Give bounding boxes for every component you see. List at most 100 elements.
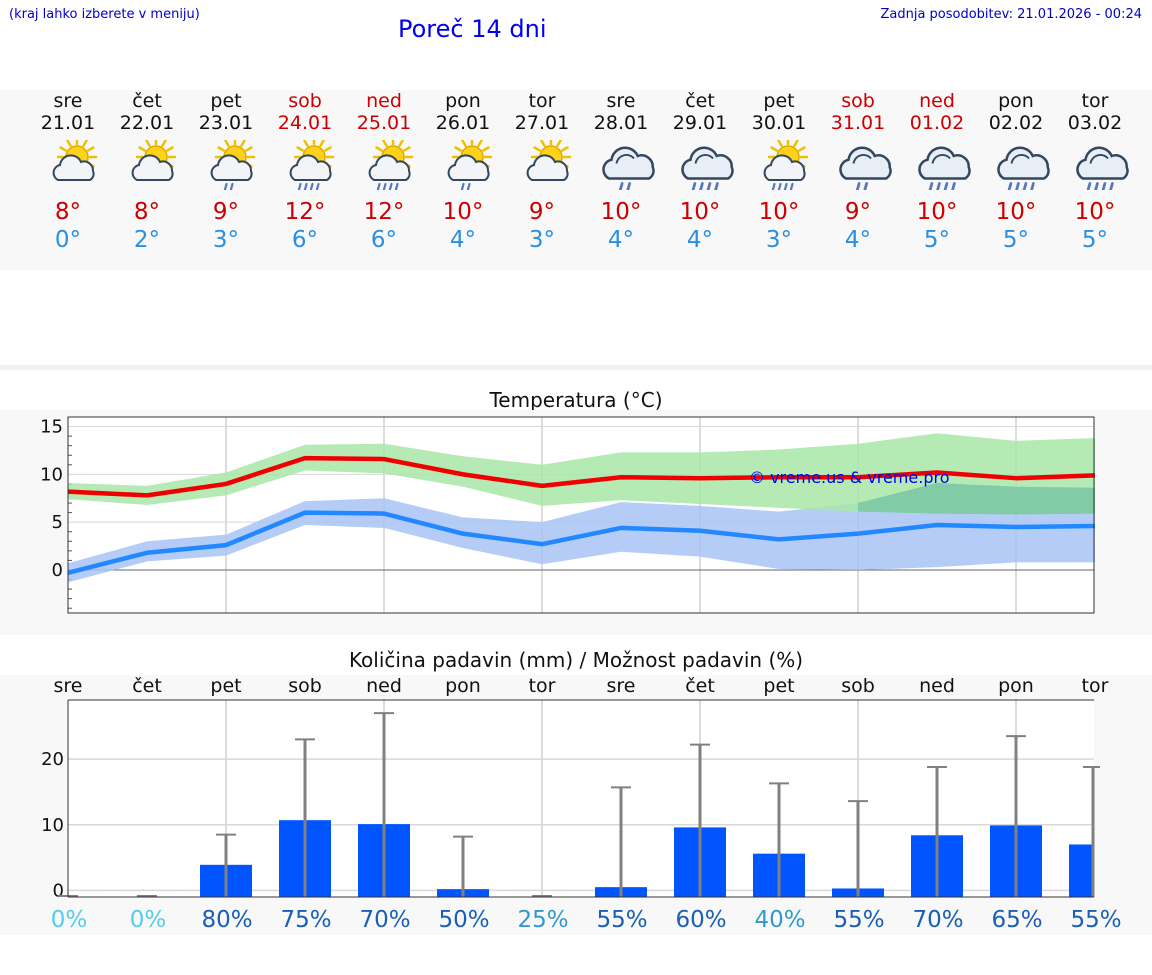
temp-max: 10° (916, 199, 958, 225)
day-date: 30.01 (751, 112, 807, 134)
precip-chance-label: 65% (991, 907, 1042, 933)
category-label: pet (210, 675, 241, 697)
precip-chart: sre čet pet sob ned pon tor sre čet pet sob ned pon t… (41, 675, 1121, 933)
day-date: 22.01 (119, 112, 175, 134)
cloud-heavy-rain-icon (1076, 146, 1129, 190)
last-update: Zadnja posodobitev: 21.01.2026 - 00:24 (880, 7, 1142, 22)
temp-min: 6° (291, 227, 319, 253)
precip-chance-label: 0% (130, 907, 167, 933)
precip-chance-label: 80% (201, 907, 252, 933)
temp-min: 4° (607, 227, 635, 253)
cloud-heavy-rain-icon (997, 146, 1050, 190)
temp-max: 12° (284, 199, 326, 225)
day-name: tor (1081, 90, 1109, 112)
day-name: pon (998, 90, 1034, 112)
day-date: 25.01 (356, 112, 412, 134)
precip-chance-label: 55% (596, 907, 647, 933)
precip-chance-label: 60% (675, 907, 726, 933)
category-label: tor (529, 675, 556, 697)
category-label: sre (607, 675, 636, 697)
temp-min: 0° (54, 227, 82, 253)
day-name: pet (210, 90, 242, 112)
temp-min: 5° (1002, 227, 1030, 253)
day-date: 23.01 (198, 112, 254, 134)
temp-max: 9° (844, 199, 872, 225)
temp-min: 5° (1081, 227, 1109, 253)
temp-max: 10° (442, 199, 484, 225)
sun-cloud-heavy-rain-icon (368, 140, 414, 190)
day-name: čet (685, 90, 715, 112)
temp-max: 10° (758, 199, 800, 225)
y-tick-label: 20 (41, 749, 64, 770)
y-tick-label: 0 (53, 880, 64, 901)
category-label: ned (366, 675, 402, 697)
temp-range-overlap (858, 482, 1095, 515)
temp-max: 8° (133, 199, 161, 225)
temp-min: 3° (765, 227, 793, 253)
category-label: pon (445, 675, 481, 697)
cloud-heavy-rain-icon (918, 146, 971, 190)
watermark: © vreme.us & vreme.pro (749, 468, 950, 487)
precip-chance-label: 40% (754, 907, 805, 933)
temp-max: 10° (995, 199, 1037, 225)
temp-min: 2° (133, 227, 161, 253)
sun-cloud-icon (131, 140, 177, 181)
temp-max: 12° (363, 199, 405, 225)
precip-chance-label: 70% (912, 907, 963, 933)
temperature-chart: 0 5 10 15 © vreme.us & vreme.pro (40, 416, 1096, 614)
category-label: sob (288, 675, 322, 697)
max-temp-line (67, 455, 1096, 498)
y-tick-label: 5 (52, 512, 63, 533)
category-label: ned (919, 675, 955, 697)
temp-max: 10° (600, 199, 642, 225)
day-date: 24.01 (277, 112, 333, 134)
temp-min: 4° (844, 227, 872, 253)
day-name: sob (841, 90, 875, 112)
day-name: čet (132, 90, 162, 112)
precip-chance-label: 55% (833, 907, 884, 933)
sun-cloud-icon (52, 140, 98, 181)
sun-cloud-icon (526, 140, 572, 181)
cloud-rain-icon (839, 146, 892, 190)
day-name: tor (528, 90, 556, 112)
category-label: pet (763, 675, 794, 697)
cloud-rain-icon (602, 146, 655, 190)
day-name: ned (366, 90, 402, 112)
max-temp-range (68, 433, 1095, 515)
day-date: 29.01 (672, 112, 728, 134)
temp-min: 6° (370, 227, 398, 253)
section-divider (0, 365, 1152, 370)
sun-cloud-heavy-rain-icon (289, 140, 335, 190)
day-date: 21.01 (40, 112, 96, 134)
day-name: ned (919, 90, 955, 112)
day-date: 03.02 (1067, 112, 1123, 134)
day-date: 01.02 (909, 112, 965, 134)
temp-min: 5° (923, 227, 951, 253)
day-name: pet (763, 90, 795, 112)
temp-max: 10° (679, 199, 721, 225)
plot-frame (67, 416, 1095, 614)
location-hint: (kraj lahko izberete v meniju) (9, 7, 200, 22)
temp-max: 9° (212, 199, 240, 225)
day-name: sob (288, 90, 322, 112)
y-tick-label: 10 (40, 464, 63, 485)
precip-chance-label: 55% (1070, 907, 1121, 933)
day-date: 31.01 (830, 112, 886, 134)
precip-chance-label: 25% (517, 907, 568, 933)
day-name: sre (53, 90, 83, 112)
precip-chance-label: 75% (280, 907, 331, 933)
precip-chance-label: 70% (359, 907, 410, 933)
day-date: 27.01 (514, 112, 570, 134)
page-title: Poreč 14 dni (398, 15, 547, 43)
temperature-chart-title: Temperatura (°C) (489, 388, 663, 412)
temp-min: 3° (212, 227, 240, 253)
day-date: 02.02 (988, 112, 1044, 134)
day-date: 28.01 (593, 112, 649, 134)
temp-max: 8° (54, 199, 82, 225)
sun-cloud-rain-icon (447, 140, 493, 190)
temp-min: 4° (449, 227, 477, 253)
category-label: sob (841, 675, 875, 697)
category-label: sre (54, 675, 83, 697)
y-tick-label: 15 (40, 417, 63, 438)
min-temp-line (67, 510, 1096, 576)
